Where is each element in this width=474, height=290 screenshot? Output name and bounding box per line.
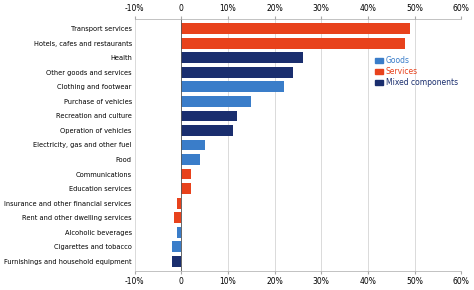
Bar: [181, 183, 191, 194]
Bar: [181, 96, 251, 107]
Bar: [172, 256, 181, 267]
Bar: [172, 241, 181, 252]
Bar: [181, 125, 233, 136]
Bar: [174, 212, 181, 223]
Bar: [181, 52, 303, 63]
Bar: [181, 23, 410, 34]
Bar: [177, 197, 181, 209]
Bar: [181, 168, 191, 180]
Legend: Goods, Services, Mixed components: Goods, Services, Mixed components: [372, 53, 461, 90]
Bar: [181, 139, 205, 151]
Bar: [181, 154, 200, 165]
Bar: [181, 81, 284, 93]
Bar: [181, 110, 237, 122]
Bar: [181, 38, 405, 49]
Bar: [181, 67, 293, 78]
Bar: [177, 227, 181, 238]
